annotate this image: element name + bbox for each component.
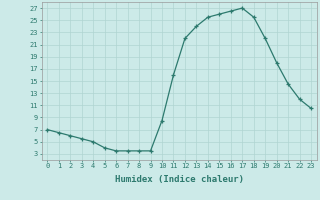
X-axis label: Humidex (Indice chaleur): Humidex (Indice chaleur) (115, 175, 244, 184)
